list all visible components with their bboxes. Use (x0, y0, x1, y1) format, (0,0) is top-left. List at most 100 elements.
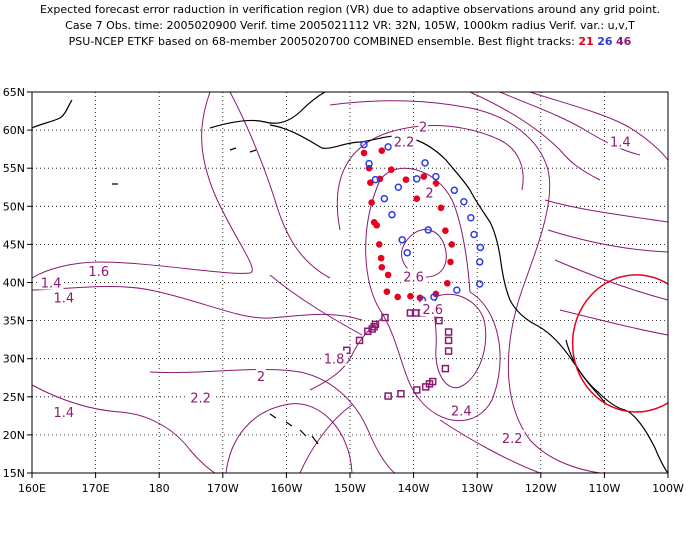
track-21-marker (377, 254, 385, 262)
contour-1-4-west (32, 285, 363, 321)
track-46-marker (381, 313, 389, 322)
contour-2-6-inner (401, 229, 447, 278)
contour-1-4-e (554, 259, 668, 301)
track-46-marker (355, 336, 364, 345)
track-21-marker (368, 199, 375, 206)
y-tick-label: 20N (3, 429, 25, 442)
x-tick-label: 130W (461, 482, 493, 495)
contour-1-6-b (269, 274, 363, 336)
track-26-marker (384, 143, 392, 151)
track-21-marker (444, 279, 451, 287)
contour-label-background (418, 118, 428, 134)
header-line-2: Case 7 Obs. time: 2005020900 Verif. time… (65, 19, 635, 32)
track-46-marker (397, 390, 405, 398)
contour-1-6-ne (499, 92, 641, 156)
track-46-marker (406, 309, 415, 317)
contour-label-background (499, 429, 525, 445)
contour-1-6 (32, 92, 253, 279)
track-26-marker (475, 280, 484, 288)
contour-label: 1.8 (324, 353, 345, 368)
x-tick-label: 150W (334, 482, 366, 495)
track-26-marker (460, 197, 468, 206)
track-21-marker (388, 166, 395, 174)
track-21-marker (394, 293, 402, 301)
header-line-3: PSU-NCEP ETKF based on 68-member 2005020… (0, 34, 700, 50)
x-tick-labels: 160E 170E 180 170W 160W 150W 140W 130W 1… (18, 482, 684, 495)
verification-region-circle (571, 274, 668, 413)
track-46-marker (444, 336, 453, 345)
coast-bering (209, 92, 326, 129)
track-26-marker (453, 286, 461, 294)
track-26-marker (398, 236, 406, 244)
track-26-marker (430, 293, 438, 301)
plot-area: 22.2 1.422.62.61.61.41.41.41.822.22.42.2 (32, 92, 668, 473)
x-tick-label: 160W (270, 482, 302, 495)
x-tick-label: 120W (525, 482, 557, 495)
tick-marks (27, 91, 669, 478)
contour-label: 2 (425, 187, 433, 202)
track-46-marker (441, 364, 450, 373)
contour-2-lower (149, 368, 396, 473)
x-tick-label: 140W (398, 482, 430, 495)
header-line-1: Expected forecast error raduction in ver… (39, 3, 661, 16)
x-tick-label: 110W (588, 482, 620, 495)
y-tick-label: 25N (3, 391, 25, 404)
track-21-marker (383, 288, 391, 295)
coast-alaska (269, 124, 471, 191)
contour-1-4-south (32, 384, 216, 473)
contour-west-loop (229, 92, 331, 279)
y-tick-label: 55N (3, 162, 25, 175)
contour-1-8-ne (469, 92, 601, 181)
track-46-marker (384, 392, 392, 400)
track-46-marker (435, 316, 443, 325)
contour-label: 1.6 (88, 265, 109, 280)
track-21-marker (420, 173, 428, 180)
track-21-marker (360, 149, 368, 157)
track-26-marker (365, 159, 373, 168)
track-26-marker (394, 183, 403, 191)
coast-baja (565, 339, 607, 405)
track-21-marker (378, 147, 386, 154)
contour-label-background (391, 133, 417, 149)
contour-label-background (607, 133, 633, 149)
x-tick-label: 160E (18, 482, 46, 495)
track-21-marker (437, 204, 445, 212)
track-label-46: 46 (616, 35, 632, 48)
x-tick-label: 100W (652, 482, 684, 495)
track-26-marker (371, 175, 380, 184)
y-tick-label: 35N (3, 315, 25, 328)
track-46-marker (444, 328, 453, 336)
coast-west-na (469, 189, 668, 473)
header-line-3-prefix: PSU-NCEP ETKF based on 68-member 2005020… (68, 35, 579, 48)
contour-1-6-e (547, 229, 668, 253)
coast-aleutians (112, 147, 257, 185)
track-26-marker (421, 159, 429, 167)
contour-1-8-south (299, 404, 353, 473)
contour-label: 2.2 (502, 432, 523, 447)
y-tick-labels: 15N 20N 25N 30N 35N 40N 45N 50N 55N 60N … (3, 86, 25, 480)
contour-1-8-e (544, 199, 668, 223)
track-21-marker (375, 241, 383, 248)
track-21-marker (370, 219, 378, 226)
track-21-marker (384, 271, 392, 279)
contour-label-background (448, 402, 474, 418)
y-tick-label: 40N (3, 277, 25, 290)
track-26-marker (475, 258, 484, 266)
track-26-marker (467, 213, 475, 222)
figure-header: Expected forecast error raduction in ver… (0, 2, 700, 50)
track-21-marker (448, 241, 456, 248)
contour-label: 2.6 (403, 270, 424, 285)
contour-label-background (420, 301, 446, 317)
track-label-21: 21 (578, 35, 594, 48)
flight-track-markers (332, 140, 485, 400)
contour-2-4 (365, 167, 501, 422)
contour-labels: 22.2 1.422.62.61.61.41.41.41.822.22.42.2 (38, 118, 633, 447)
contour-label-background (256, 368, 266, 384)
track-21-marker (413, 195, 421, 202)
contour-label: 1.4 (41, 277, 62, 292)
x-tick-label: 170E (82, 482, 110, 495)
track-46-marker (343, 346, 351, 355)
contour-label-background (188, 389, 213, 405)
contour-label-background (424, 184, 435, 200)
